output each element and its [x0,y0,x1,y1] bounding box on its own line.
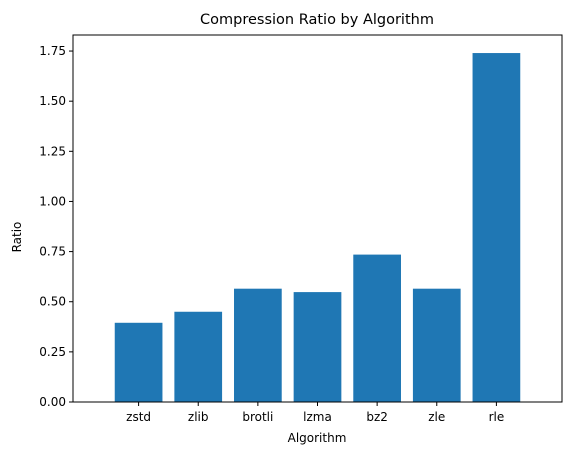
y-tick-label: 1.00 [39,194,66,208]
y-tick-label: 1.25 [39,144,66,158]
bar-bz2 [353,254,401,402]
bar-zlib [174,311,223,402]
y-tick-label: 1.50 [39,94,66,108]
bar-lzma [293,292,342,402]
x-tick-label: zlib [188,410,209,424]
x-tick-label: zstd [126,410,151,424]
bar-zstd [114,322,163,402]
x-tick-label: brotli [242,410,273,424]
y-axis-label: Ratio [10,222,24,253]
x-tick-label: rle [489,410,505,424]
y-tick-label: 0.00 [39,395,66,409]
y-tick-label: 0.25 [39,345,66,359]
x-tick-label: bz2 [366,410,388,424]
y-tick-label: 0.50 [39,295,66,309]
x-axis-label: Algorithm [288,431,347,445]
bar-rle [472,53,521,402]
plot-area: 0.00 0.25 0.50 0.75 1.00 1.25 1.50 1.75 zstd zlib… [39,34,563,424]
y-tick-label: 1.75 [39,44,66,58]
bar-brotli [234,288,282,402]
chart-title: Compression Ratio by Algorithm [200,12,434,28]
y-tick-label: 0.75 [39,245,66,259]
x-tick-label: zle [428,410,445,424]
bar-zle [412,288,461,402]
x-tick-label: lzma [303,410,332,424]
plot-frame [72,34,563,403]
